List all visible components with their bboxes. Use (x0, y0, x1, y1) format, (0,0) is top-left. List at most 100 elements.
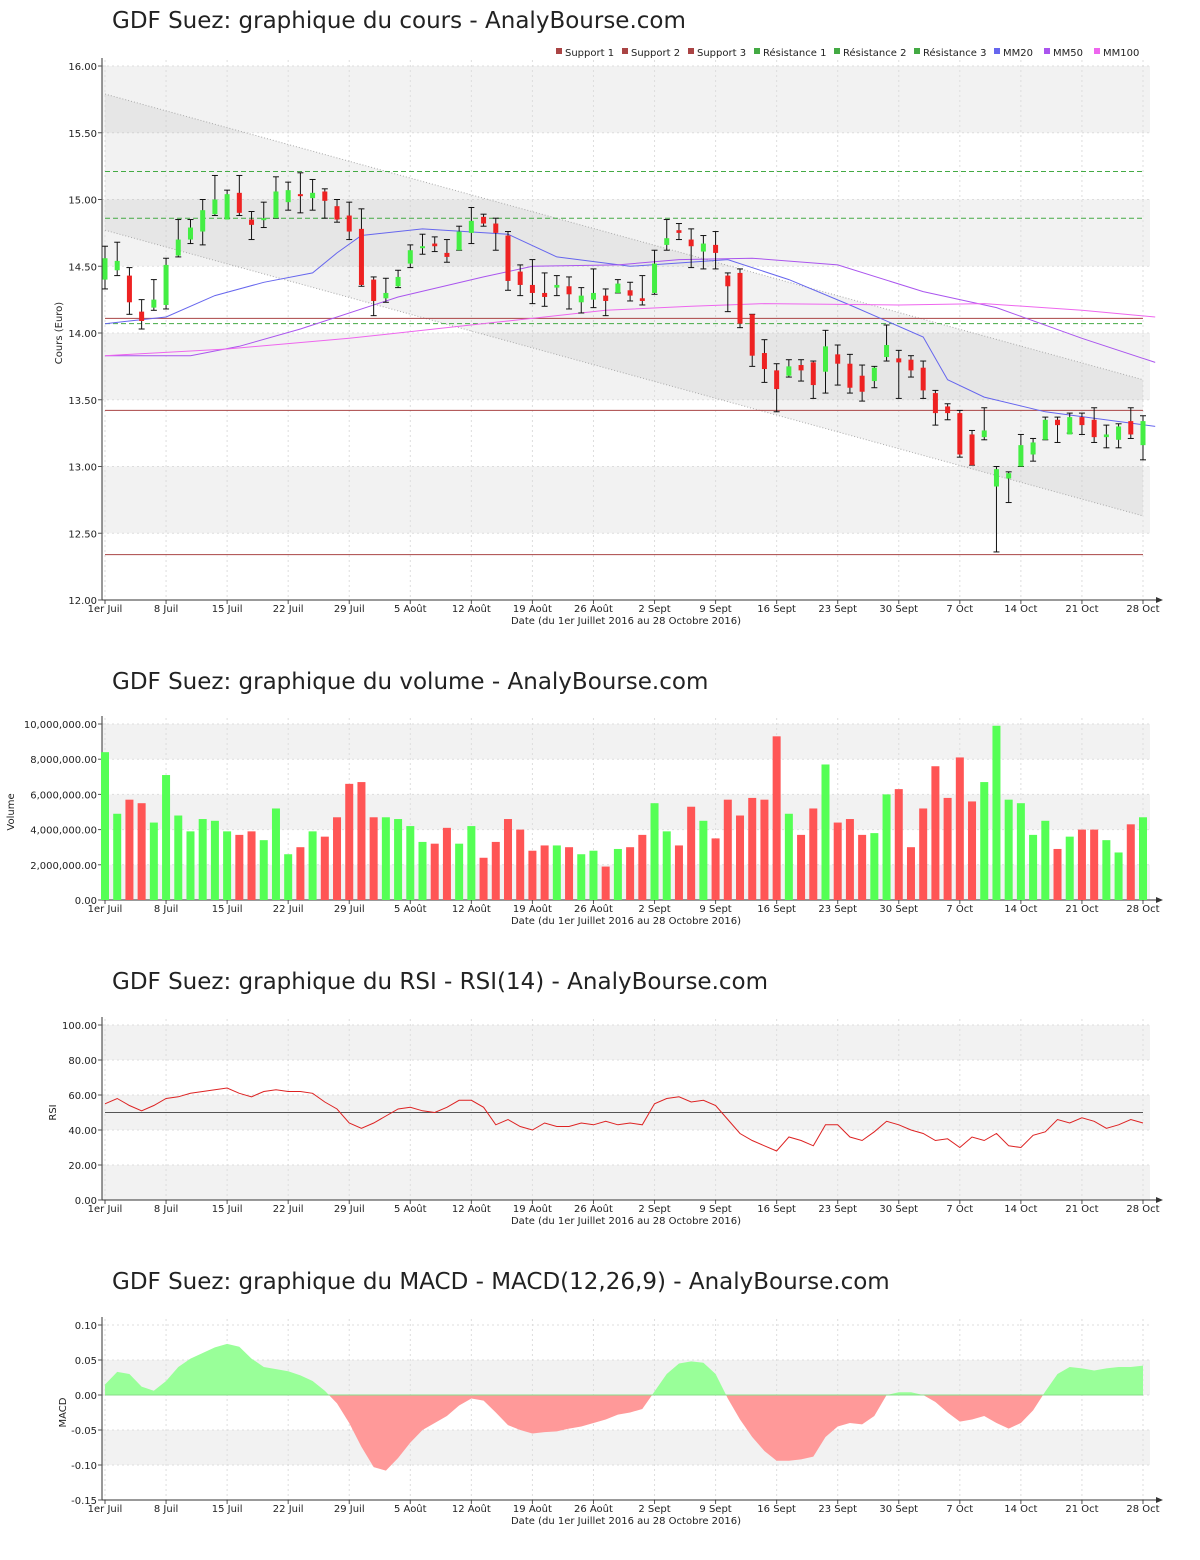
x-tick-label: 16 Sept (757, 604, 796, 615)
volume-bar (870, 833, 879, 900)
y-axis-label: RSI (48, 1104, 59, 1120)
candle-body (273, 191, 279, 219)
x-tick-label: 22 Juil (273, 904, 304, 915)
y-tick-label: 14.00 (68, 329, 97, 340)
x-axis-label: Date (du 1er Juillet 2016 au 28 Octobre … (511, 1516, 741, 1527)
candle-body (1079, 417, 1085, 426)
x-tick-label: 21 Oct (1065, 1504, 1098, 1515)
volume-bar (833, 822, 842, 900)
candle-body (249, 219, 255, 225)
volume-bar (613, 848, 622, 900)
x-tick-label: 30 Sept (879, 904, 918, 915)
trend-channel (105, 94, 1143, 516)
volume-bar (467, 826, 476, 900)
legend-label: Support 3 (697, 48, 746, 59)
x-tick-label: 23 Sept (818, 1204, 857, 1215)
trend-channel-upper (104, 93, 1144, 381)
volume-bar (662, 831, 671, 900)
volume-bar (174, 815, 183, 900)
x-tick-label: 15 Juil (212, 904, 243, 915)
candle-body (310, 192, 316, 199)
candle-body (261, 218, 267, 221)
x-axis-arrow (1156, 897, 1163, 903)
candle-body (981, 430, 987, 438)
volume-bar (455, 843, 464, 900)
candle-body (358, 228, 364, 285)
candle-body (175, 239, 181, 256)
volume-bar (565, 847, 574, 900)
volume-chart: 1er Juil 8 Juil 15 Juil 22 Juil 29 Juil 5 Aoû… (6, 716, 1163, 927)
volume-bar (968, 801, 977, 900)
y-tick-label: 16.00 (68, 62, 97, 73)
mm50-line (105, 257, 1156, 363)
y-tick-label: 0.10 (75, 1321, 97, 1332)
volume-bar (442, 827, 451, 900)
x-tick-label: 2 Sept (638, 1204, 670, 1215)
x-tick-label: 5 Août (394, 903, 427, 915)
x-tick-label: 9 Sept (699, 1204, 731, 1215)
volume-bar (601, 866, 610, 900)
x-tick-label: 22 Juil (273, 604, 304, 615)
candle-body (322, 191, 328, 201)
x-tick-label: 26 Août (574, 1503, 613, 1515)
candle-body (932, 393, 938, 414)
y-tick-label: 0.00 (75, 1391, 97, 1402)
mm20-line (104, 228, 1156, 427)
x-tick-label: 9 Sept (699, 904, 731, 915)
background-band (102, 66, 1150, 133)
candle-body (1006, 473, 1012, 479)
candle-body (126, 275, 132, 303)
mm100-line (104, 303, 1156, 357)
x-tick-label: 16 Sept (757, 1204, 796, 1215)
price-chart: 1er Juil 8 Juil 15 Juil 22 Juil 29 Juil 5 Aoû… (54, 47, 1163, 627)
macd-negative-area (726, 1395, 887, 1461)
x-tick-label: 12 Août (452, 1203, 491, 1215)
candle-body (603, 295, 609, 301)
y-tick-label: 4,000,000.00 (30, 826, 97, 837)
background-band (102, 1165, 1150, 1200)
candle-body (798, 365, 804, 371)
volume-bar (528, 850, 537, 900)
volume-bar (723, 799, 732, 900)
candle-body (761, 353, 767, 370)
x-tick-label: 28 Oct (1126, 1504, 1159, 1515)
volume-bar (784, 813, 793, 900)
x-tick-label: 1er Juil (88, 1504, 123, 1515)
x-tick-label: 8 Juil (154, 1204, 178, 1215)
x-tick-label: 12 Août (452, 903, 491, 915)
candle-body (884, 345, 890, 358)
volume-bar (894, 789, 903, 900)
candle-body (420, 246, 426, 249)
x-tick-label: 8 Juil (154, 1504, 178, 1515)
x-tick-label: 7 Oct (946, 604, 973, 615)
candle-body (993, 469, 999, 487)
volume-bar (1139, 817, 1147, 900)
x-tick-label: 16 Sept (757, 1504, 796, 1515)
x-tick-label: 29 Juil (334, 604, 365, 615)
volume-bar (650, 803, 659, 900)
candle-body (713, 244, 719, 253)
volume-bar (479, 857, 488, 900)
candle-body (285, 190, 291, 203)
legend-swatch (834, 48, 840, 54)
volume-bar (674, 845, 683, 900)
y-axis-label: MACD (58, 1397, 69, 1427)
y-tick-label: 15.50 (68, 129, 97, 140)
volume-bar (943, 797, 952, 900)
candle-body (896, 358, 902, 363)
macd-chart-title: GDF Suez: graphique du MACD - MACD(12,26… (112, 1269, 890, 1295)
candle-body (590, 292, 596, 300)
candle-body (908, 359, 914, 371)
volume-bar (1102, 840, 1111, 900)
x-tick-label: 2 Sept (638, 604, 670, 615)
x-tick-label: 30 Sept (879, 604, 918, 615)
candle-body (383, 292, 389, 299)
volume-chart-title: GDF Suez: graphique du volume - AnalyBou… (112, 669, 709, 695)
candle-body (163, 264, 169, 305)
volume-bar (638, 834, 647, 900)
x-tick-label: 15 Juil (212, 604, 243, 615)
candle-body (871, 367, 877, 382)
x-tick-label: 8 Juil (154, 604, 178, 615)
volume-bar (540, 845, 549, 900)
x-tick-label: 7 Oct (946, 904, 973, 915)
